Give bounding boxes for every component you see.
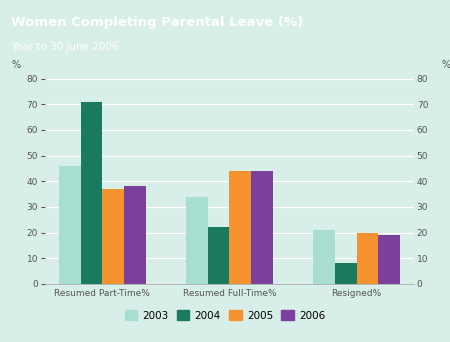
Text: Year to 30 June 2006: Year to 30 June 2006 <box>11 42 119 52</box>
Bar <box>208 227 230 284</box>
Bar <box>314 230 335 284</box>
Bar <box>335 263 357 284</box>
Bar <box>81 102 102 284</box>
Bar <box>230 171 251 284</box>
Text: Women Completing Parental Leave (%): Women Completing Parental Leave (%) <box>11 16 303 29</box>
Text: %: % <box>12 61 21 70</box>
Bar <box>186 197 208 284</box>
Bar <box>102 189 124 284</box>
Bar <box>59 166 81 284</box>
Text: %: % <box>442 61 450 70</box>
Bar <box>357 233 378 284</box>
Bar <box>251 171 273 284</box>
Bar <box>124 186 145 284</box>
Legend: 2003, 2004, 2005, 2006: 2003, 2004, 2005, 2006 <box>121 306 329 325</box>
Bar <box>378 235 400 284</box>
